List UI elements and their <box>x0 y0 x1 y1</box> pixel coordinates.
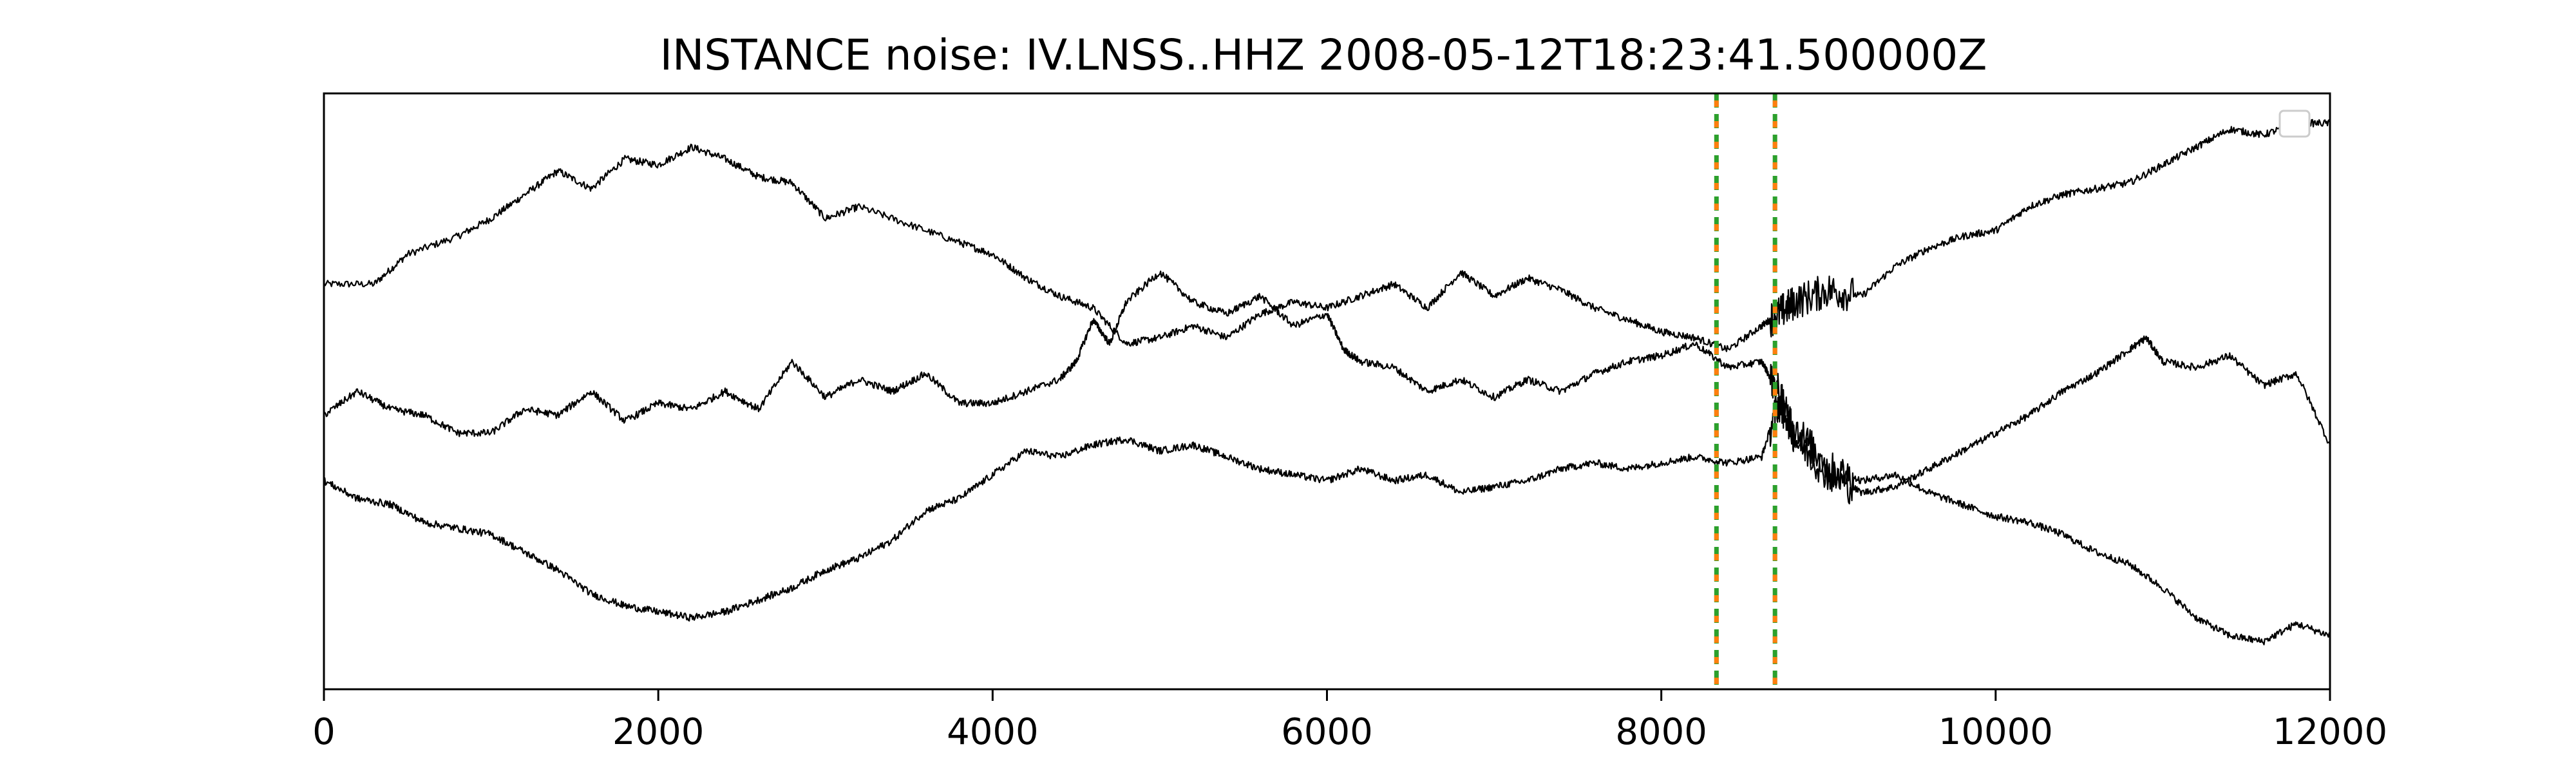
x-tick-label: 4000 <box>947 711 1039 753</box>
axes-frame <box>323 92 2331 691</box>
legend-box[interactable] <box>2278 110 2311 138</box>
trace-line-1 <box>323 119 2331 352</box>
x-tick-label: 12000 <box>2273 711 2387 753</box>
x-tick-label: 0 <box>312 711 336 753</box>
x-tick-label: 6000 <box>1281 711 1373 753</box>
x-tick-label: 10000 <box>1938 711 2053 753</box>
trace-line-2 <box>323 271 2331 504</box>
plot-area <box>323 93 2331 689</box>
trace-line-3 <box>323 391 2331 645</box>
x-tick-label: 8000 <box>1615 711 1707 753</box>
chart-title: INSTANCE noise: IV.LNSS..HHZ 2008-05-12T… <box>660 30 1987 80</box>
x-axis: 0 2000 4000 6000 8000 10000 12000 <box>312 689 2387 753</box>
x-tick-label: 2000 <box>612 711 705 753</box>
